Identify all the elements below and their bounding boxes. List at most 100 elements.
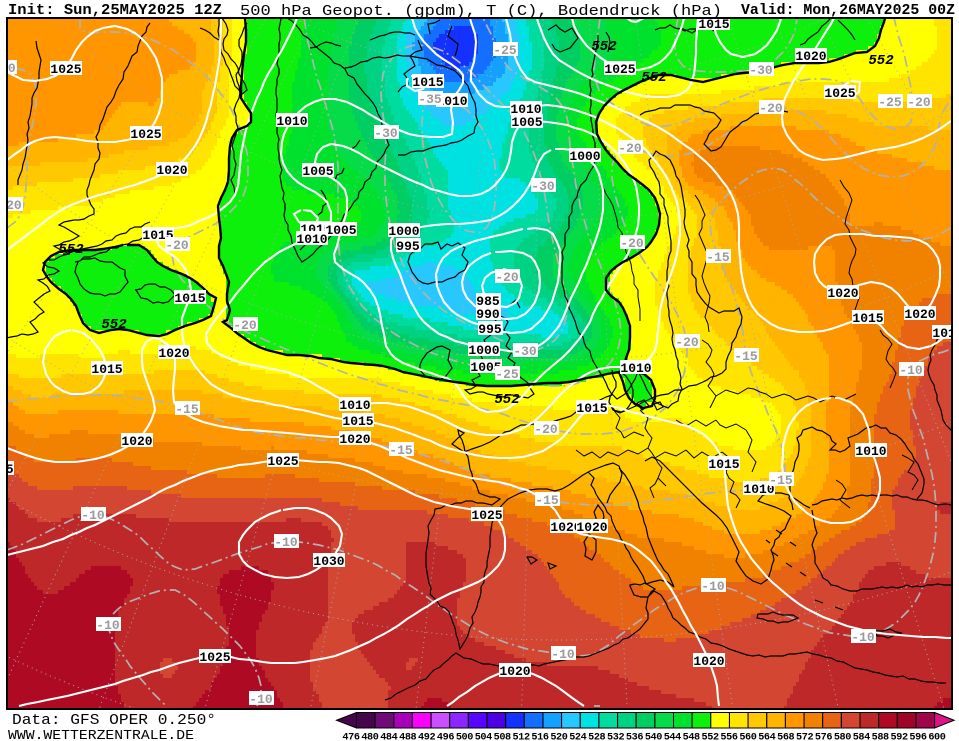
svg-text:1025: 1025 xyxy=(50,62,81,77)
svg-text:556: 556 xyxy=(720,733,737,741)
svg-text:-10: -10 xyxy=(249,692,273,707)
svg-text:588: 588 xyxy=(872,733,889,741)
svg-text:1015: 1015 xyxy=(932,326,959,341)
svg-text:492: 492 xyxy=(418,733,435,741)
svg-text:1010: 1010 xyxy=(855,444,886,459)
svg-text:600: 600 xyxy=(928,733,945,741)
svg-text:1020: 1020 xyxy=(499,664,530,679)
svg-text:-30: -30 xyxy=(513,344,537,359)
svg-text:-20: -20 xyxy=(620,236,644,251)
svg-text:1025: 1025 xyxy=(471,508,502,523)
svg-text:552: 552 xyxy=(494,392,520,408)
svg-text:516: 516 xyxy=(531,733,548,741)
svg-text:-20: -20 xyxy=(534,422,558,437)
svg-text:-20: -20 xyxy=(0,61,16,76)
svg-text:-15: -15 xyxy=(706,250,730,265)
svg-text:1000: 1000 xyxy=(388,224,419,239)
svg-text:-10: -10 xyxy=(274,535,298,550)
svg-text:1020: 1020 xyxy=(576,520,607,535)
svg-text:1025: 1025 xyxy=(0,462,14,477)
svg-text:-10: -10 xyxy=(96,618,120,633)
svg-text:WWW.WETTERZENTRALE.DE: WWW.WETTERZENTRALE.DE xyxy=(8,728,194,741)
svg-text:1020: 1020 xyxy=(158,346,189,361)
svg-text:-15: -15 xyxy=(769,473,793,488)
svg-text:-25: -25 xyxy=(493,43,517,58)
svg-text:990: 990 xyxy=(476,307,500,322)
svg-text:1000: 1000 xyxy=(468,343,499,358)
svg-text:532: 532 xyxy=(607,733,624,741)
svg-text:Valid: Mon,26MAY2025 00Z: Valid: Mon,26MAY2025 00Z xyxy=(741,2,955,19)
svg-text:1015: 1015 xyxy=(342,414,373,429)
svg-text:568: 568 xyxy=(777,733,794,741)
svg-text:484: 484 xyxy=(380,733,397,741)
svg-text:540: 540 xyxy=(645,733,662,741)
svg-text:1015: 1015 xyxy=(174,291,205,306)
svg-text:1030: 1030 xyxy=(313,554,344,569)
svg-text:596: 596 xyxy=(909,733,926,741)
svg-text:544: 544 xyxy=(664,733,681,741)
svg-text:985: 985 xyxy=(476,294,500,309)
svg-text:1000: 1000 xyxy=(569,149,600,164)
svg-text:-20: -20 xyxy=(907,95,931,110)
svg-text:1020: 1020 xyxy=(550,520,581,535)
svg-text:-25: -25 xyxy=(495,367,519,382)
svg-text:-10: -10 xyxy=(701,579,725,594)
svg-text:-25: -25 xyxy=(878,95,902,110)
svg-text:1025: 1025 xyxy=(267,454,298,469)
svg-text:1005: 1005 xyxy=(325,223,356,238)
svg-text:524: 524 xyxy=(569,733,586,741)
svg-text:1020: 1020 xyxy=(121,434,152,449)
svg-text:572: 572 xyxy=(796,733,813,741)
svg-text:476: 476 xyxy=(342,733,359,741)
svg-text:1010: 1010 xyxy=(339,398,370,413)
svg-text:1010: 1010 xyxy=(436,94,467,109)
svg-text:1015: 1015 xyxy=(91,362,122,377)
svg-text:-15: -15 xyxy=(389,443,413,458)
svg-text:1020: 1020 xyxy=(339,432,370,447)
svg-text:-10: -10 xyxy=(851,630,875,645)
svg-text:560: 560 xyxy=(739,733,756,741)
svg-text:552: 552 xyxy=(101,317,127,333)
svg-text:-20: -20 xyxy=(0,198,22,213)
svg-text:1010: 1010 xyxy=(620,361,651,376)
svg-text:-30: -30 xyxy=(749,63,773,78)
svg-text:496: 496 xyxy=(437,733,454,741)
svg-text:500 hPa Geopot. (gpdm), T (C),: 500 hPa Geopot. (gpdm), T (C), Bodendruc… xyxy=(240,3,722,20)
svg-text:512: 512 xyxy=(513,733,530,741)
svg-text:-30: -30 xyxy=(374,126,398,141)
svg-text:592: 592 xyxy=(891,733,908,741)
svg-text:-20: -20 xyxy=(165,238,189,253)
svg-text:1015: 1015 xyxy=(708,457,739,472)
svg-text:-10: -10 xyxy=(551,647,575,662)
svg-text:1020: 1020 xyxy=(693,654,724,669)
svg-text:1005: 1005 xyxy=(470,360,501,375)
svg-text:584: 584 xyxy=(853,733,870,741)
svg-text:-35: -35 xyxy=(418,92,442,107)
svg-text:552: 552 xyxy=(591,39,617,55)
svg-text:1025: 1025 xyxy=(199,650,230,665)
svg-text:552: 552 xyxy=(868,53,894,69)
svg-text:488: 488 xyxy=(399,733,416,741)
svg-text:1015: 1015 xyxy=(698,17,729,32)
svg-text:-20: -20 xyxy=(675,335,699,350)
svg-text:564: 564 xyxy=(758,733,775,741)
svg-text:1015: 1015 xyxy=(412,75,443,90)
svg-text:-10: -10 xyxy=(81,508,105,523)
svg-text:508: 508 xyxy=(494,733,511,741)
svg-text:-20: -20 xyxy=(618,141,642,156)
svg-text:995: 995 xyxy=(396,239,420,254)
svg-text:1025: 1025 xyxy=(130,127,161,142)
svg-text:1015: 1015 xyxy=(852,311,883,326)
svg-text:Data: GFS OPER 0.250°: Data: GFS OPER 0.250° xyxy=(12,712,216,729)
svg-text:1020: 1020 xyxy=(156,163,187,178)
svg-text:Init: Sun,25MAY2025 12Z: Init: Sun,25MAY2025 12Z xyxy=(8,2,222,19)
svg-text:480: 480 xyxy=(361,733,378,741)
svg-text:-15: -15 xyxy=(175,402,199,417)
svg-text:1020: 1020 xyxy=(827,286,858,301)
svg-text:-20: -20 xyxy=(495,270,519,285)
svg-text:548: 548 xyxy=(683,733,700,741)
svg-text:1005: 1005 xyxy=(511,115,542,130)
svg-text:1010: 1010 xyxy=(743,482,774,497)
svg-text:580: 580 xyxy=(834,733,851,741)
svg-text:500: 500 xyxy=(456,733,473,741)
